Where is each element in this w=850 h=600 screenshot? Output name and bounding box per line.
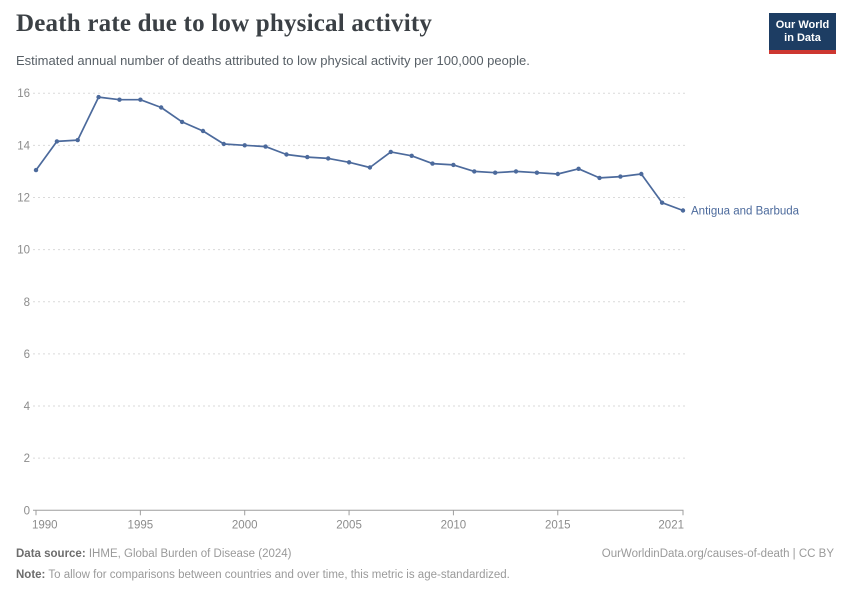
y-tick-label: 0	[24, 505, 30, 517]
x-tick-label: 2005	[336, 519, 362, 531]
data-line[interactable]	[35, 96, 684, 212]
x-tick-label: 1995	[128, 519, 154, 531]
data-point[interactable]	[138, 97, 143, 102]
data-source-label: Data source:	[16, 548, 86, 560]
owid-logo: Our World in Data	[769, 13, 836, 54]
data-point[interactable]	[555, 171, 560, 177]
data-point[interactable]	[513, 169, 519, 174]
data-source: Data source: IHME, Global Burden of Dise…	[16, 547, 292, 562]
data-point[interactable]	[388, 149, 393, 155]
data-point[interactable]	[263, 144, 268, 149]
data-point[interactable]	[159, 105, 164, 110]
data-source-text: IHME, Global Burden of Disease (2024)	[85, 548, 292, 560]
data-point[interactable]	[96, 94, 101, 100]
x-tick-label: 2010	[441, 519, 467, 531]
data-point[interactable]	[680, 208, 686, 213]
x-tick-label: 2000	[232, 519, 258, 531]
data-point[interactable]	[33, 167, 39, 173]
data-point[interactable]	[117, 97, 122, 102]
data-point[interactable]	[597, 175, 602, 181]
y-tick-label: 8	[24, 297, 30, 309]
y-tick-label: 14	[17, 140, 30, 152]
note-text: To allow for comparisons between countri…	[45, 569, 510, 581]
y-tick-label: 2	[24, 453, 30, 465]
data-point[interactable]	[409, 153, 414, 158]
data-point[interactable]	[200, 128, 206, 134]
note-label: Note:	[16, 569, 46, 581]
data-point[interactable]	[639, 171, 644, 177]
footer-link[interactable]: OurWorldinData.org/causes-of-death | CC …	[601, 548, 834, 560]
data-point[interactable]	[326, 156, 331, 161]
y-tick-label: 4	[24, 401, 31, 413]
y-tick-label: 6	[24, 349, 30, 361]
data-point[interactable]	[430, 161, 435, 166]
x-tick-label: 1990	[32, 519, 58, 531]
data-point[interactable]	[75, 137, 80, 143]
data-point[interactable]	[221, 141, 226, 147]
data-point[interactable]	[242, 143, 247, 148]
entity-label[interactable]: Antigua and Barbuda	[691, 206, 800, 218]
x-tick-label: 2015	[545, 519, 571, 531]
data-point[interactable]	[284, 152, 289, 157]
y-tick-label: 16	[17, 88, 30, 100]
data-point[interactable]	[618, 174, 623, 179]
data-point[interactable]	[346, 160, 352, 165]
page-subtitle: Estimated annual number of deaths attrib…	[16, 53, 530, 68]
data-point[interactable]	[179, 119, 185, 125]
owid-logo-line1: Our World	[775, 19, 830, 31]
data-point[interactable]	[493, 170, 498, 175]
chart-footer: Data source: IHME, Global Burden of Dise…	[16, 547, 834, 583]
note-line: Note: To allow for comparisons between c…	[16, 568, 834, 583]
data-point[interactable]	[305, 154, 310, 160]
data-point[interactable]	[472, 169, 477, 174]
data-point[interactable]	[576, 166, 581, 171]
data-point[interactable]	[54, 139, 60, 144]
data-point[interactable]	[659, 200, 665, 205]
data-point[interactable]	[534, 170, 540, 175]
source-line: Data source: IHME, Global Burden of Dise…	[16, 547, 834, 562]
x-tick-label: 2021	[658, 519, 684, 531]
page-title: Death rate due to low physical activity	[16, 10, 433, 37]
owid-logo-line2: in Data	[784, 32, 821, 44]
data-point[interactable]	[367, 165, 373, 170]
y-tick-label: 10	[17, 245, 30, 257]
data-point[interactable]	[451, 162, 456, 168]
y-tick-label: 12	[17, 192, 30, 204]
